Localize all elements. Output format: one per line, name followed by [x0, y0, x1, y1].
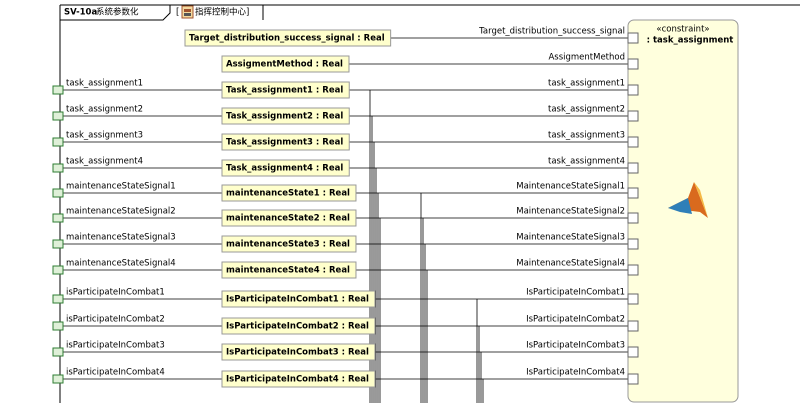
value-property [184, 29, 392, 47]
input-port [52, 85, 64, 95]
value-property [221, 184, 357, 202]
parameter-label: IsParticipateInCombat3 [526, 341, 625, 351]
input-label: maintenanceStateSignal3 [66, 233, 176, 243]
parameter-label: task_assignment3 [548, 131, 625, 141]
parameter-port [627, 58, 639, 70]
input-port [52, 137, 64, 147]
parameter-port [627, 187, 639, 199]
parameter-label: task_assignment1 [548, 79, 625, 89]
input-port [52, 213, 64, 223]
constraint-name: : task_assignment [647, 36, 734, 46]
parameter-port [627, 32, 639, 44]
parameter-port [627, 84, 639, 96]
value-property-label: maintenanceState1 : Real [226, 189, 350, 199]
value-property-label: IsParticipateInCombat4 : Real [226, 375, 369, 385]
value-property [221, 107, 350, 125]
context-name: 指挥控制中心] [195, 7, 249, 18]
value-property [221, 133, 350, 151]
input-port [52, 374, 64, 384]
parameter-port [627, 162, 639, 174]
parameter-port [627, 293, 639, 305]
frame-tab [60, 5, 171, 21]
input-label: isParticipateInCombat4 [66, 368, 165, 378]
context-icon [181, 5, 194, 19]
constraint-stereotype: «constraint» [656, 25, 709, 35]
parameter-label: IsParticipateInCombat1 [526, 288, 625, 298]
input-port [52, 163, 64, 173]
input-label: task_assignment3 [66, 131, 143, 141]
parameter-label: IsParticipateInCombat4 [526, 368, 625, 378]
input-label: maintenanceStateSignal4 [66, 259, 176, 269]
parameter-label: MaintenanceStateSignal4 [516, 259, 625, 269]
parameter-port [627, 346, 639, 358]
input-port [52, 188, 64, 198]
parameter-label: MaintenanceStateSignal3 [516, 233, 625, 243]
context-bracket: [ [176, 8, 179, 18]
input-label: isParticipateInCombat2 [66, 315, 165, 325]
input-port [52, 294, 64, 304]
value-property [221, 81, 350, 99]
value-property-label: AssigmentMethod : Real [226, 60, 343, 70]
input-port [52, 265, 64, 275]
parameter-port [627, 320, 639, 332]
diagram-kind: SV-10a [64, 8, 97, 18]
value-property [221, 209, 357, 227]
value-property [221, 55, 350, 73]
value-property-label: maintenanceState4 : Real [226, 266, 350, 276]
value-property-label: IsParticipateInCombat2 : Real [226, 322, 369, 332]
matlab-icon [668, 182, 708, 218]
input-port [52, 347, 64, 357]
value-property-label: IsParticipateInCombat1 : Real [226, 295, 369, 305]
parameter-label: MaintenanceStateSignal1 [516, 182, 625, 192]
value-property-label: IsParticipateInCombat3 : Real [226, 348, 369, 358]
parameter-port [627, 238, 639, 250]
value-property-label: maintenanceState3 : Real [226, 240, 350, 250]
value-property [221, 343, 376, 361]
parameter-label: Target_distribution_success_signal [478, 27, 625, 37]
value-property-label: Task_assignment4 : Real [226, 164, 343, 174]
value-property [221, 317, 376, 335]
parameter-label: IsParticipateInCombat2 [526, 315, 625, 325]
input-label: maintenanceStateSignal1 [66, 182, 176, 192]
value-property-label: maintenanceState2 : Real [226, 214, 350, 224]
value-property-label: Task_assignment2 : Real [226, 112, 343, 122]
value-property-label: Target_distribution_success_signal : Rea… [189, 34, 385, 44]
value-property-label: Task_assignment1 : Real [226, 86, 343, 96]
parameter-port [627, 373, 639, 385]
input-label: isParticipateInCombat1 [66, 288, 165, 298]
input-label: maintenanceStateSignal2 [66, 207, 176, 217]
parameter-port [627, 264, 639, 276]
input-port [52, 321, 64, 331]
input-port [52, 111, 64, 121]
value-property [221, 290, 376, 308]
input-label: isParticipateInCombat3 [66, 341, 165, 351]
parameter-label: MaintenanceStateSignal2 [516, 207, 625, 217]
value-property-label: Task_assignment3 : Real [226, 138, 343, 148]
input-label: task_assignment4 [66, 157, 143, 167]
parameter-port [627, 136, 639, 148]
value-property [221, 159, 350, 177]
diagram-title: 系统参数化 [96, 7, 139, 18]
parameter-port [627, 212, 639, 224]
input-label: task_assignment1 [66, 79, 143, 89]
input-port [52, 239, 64, 249]
input-label: task_assignment2 [66, 105, 143, 115]
value-property [221, 235, 357, 253]
parameter-label: task_assignment4 [548, 157, 625, 167]
value-property [221, 261, 357, 279]
parameter-port [627, 110, 639, 122]
value-property [221, 370, 376, 388]
parameter-label: task_assignment2 [548, 105, 625, 115]
parameter-label: AssigmentMethod [548, 53, 625, 63]
